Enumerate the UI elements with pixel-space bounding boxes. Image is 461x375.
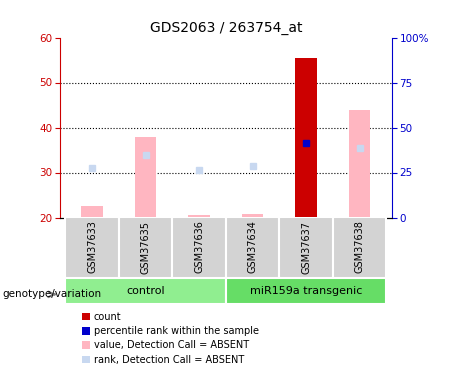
Bar xyxy=(242,214,263,217)
Bar xyxy=(65,278,226,304)
Bar xyxy=(189,215,210,217)
Bar xyxy=(65,217,119,278)
Bar xyxy=(226,278,386,304)
Bar xyxy=(82,356,90,363)
Bar xyxy=(119,217,172,278)
Text: value, Detection Call = ABSENT: value, Detection Call = ABSENT xyxy=(94,340,248,350)
Bar xyxy=(172,217,226,278)
Bar xyxy=(226,217,279,278)
Text: GSM37636: GSM37636 xyxy=(194,220,204,273)
Bar xyxy=(279,217,333,278)
Text: GSM37637: GSM37637 xyxy=(301,220,311,273)
Title: GDS2063 / 263754_at: GDS2063 / 263754_at xyxy=(150,21,302,35)
Bar xyxy=(81,206,103,218)
Text: rank, Detection Call = ABSENT: rank, Detection Call = ABSENT xyxy=(94,355,244,364)
Text: GSM37638: GSM37638 xyxy=(355,220,365,273)
Text: miR159a transgenic: miR159a transgenic xyxy=(250,286,362,296)
Bar xyxy=(82,327,90,334)
Bar xyxy=(82,313,90,320)
Bar xyxy=(296,58,317,217)
Text: GSM37635: GSM37635 xyxy=(141,220,151,273)
Text: GSM37633: GSM37633 xyxy=(87,220,97,273)
Text: control: control xyxy=(126,286,165,296)
Text: GSM37634: GSM37634 xyxy=(248,220,258,273)
Text: count: count xyxy=(94,312,121,322)
Text: percentile rank within the sample: percentile rank within the sample xyxy=(94,326,259,336)
Bar xyxy=(349,110,371,218)
Bar xyxy=(82,341,90,349)
Bar xyxy=(135,136,156,218)
Bar xyxy=(333,217,386,278)
Text: genotype/variation: genotype/variation xyxy=(2,290,101,299)
